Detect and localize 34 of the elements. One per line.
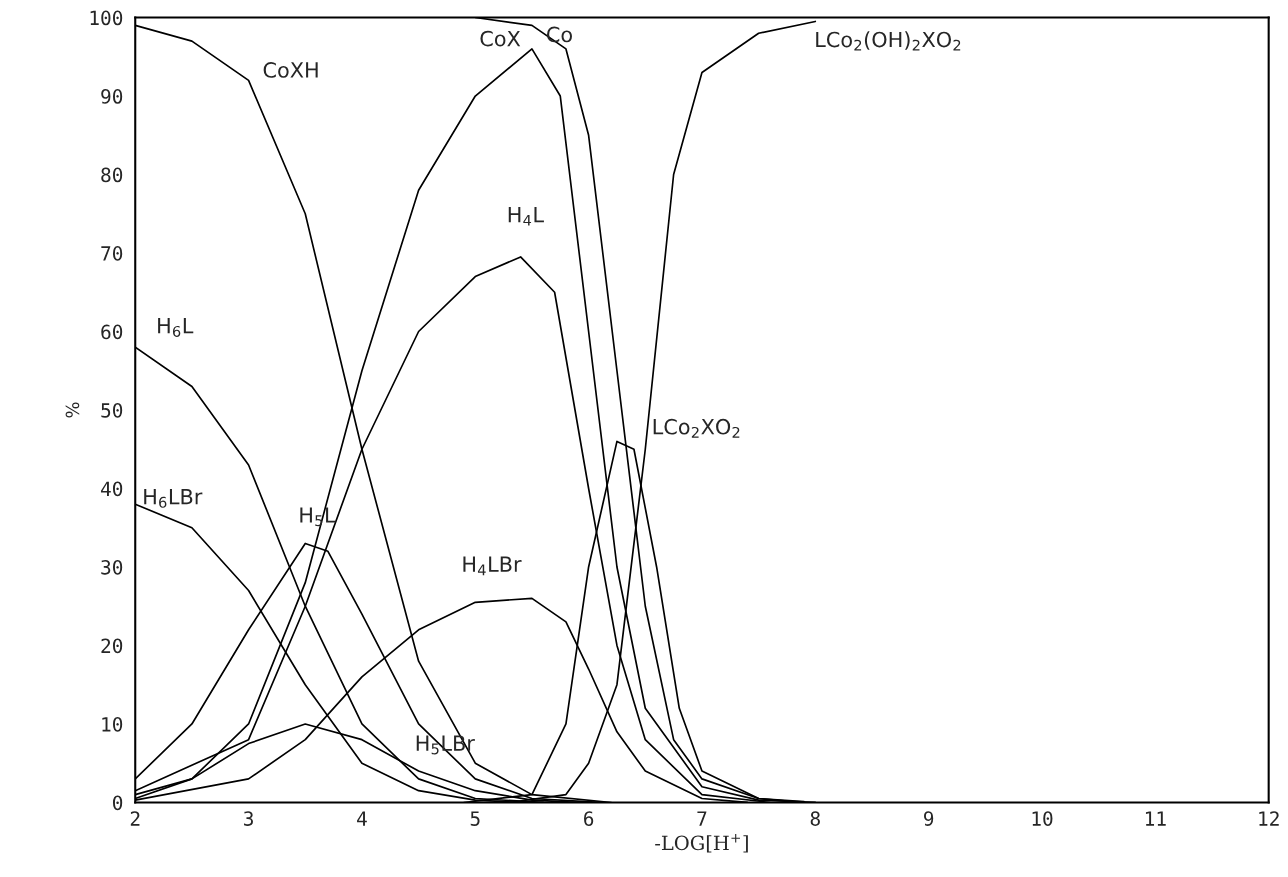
- y-tick-label: 50: [101, 403, 123, 418]
- x-tick-label: 7: [697, 811, 707, 826]
- x-tick-label: 8: [810, 811, 820, 826]
- annotation: H$_{4}$LBr: [463, 556, 522, 576]
- annotation: CoXH: [263, 62, 318, 78]
- x-tick-label: 3: [244, 811, 253, 826]
- x-tick-label: 6: [584, 811, 594, 826]
- annotation: H$_{6}$L: [158, 318, 194, 337]
- y-tick-label: 30: [101, 559, 123, 575]
- x-tick-label: 11: [1145, 811, 1166, 826]
- x-tick-label: 4: [357, 811, 367, 826]
- annotation: H$_{5}$L: [300, 507, 336, 527]
- x-axis-title: -LOG[H$^{+}$]: [655, 833, 748, 853]
- annotation: H$_{6}$LBr: [144, 488, 203, 508]
- annotation: CoX: [480, 30, 521, 47]
- y-axis-title: %: [65, 402, 80, 418]
- y-tick-label: 20: [101, 638, 123, 654]
- y-tick-label: 90: [101, 89, 123, 104]
- annotation: Co: [547, 26, 572, 43]
- x-tick-label: 9: [924, 811, 934, 826]
- y-tick-label: 40: [100, 481, 123, 497]
- annotation: H$_{4}$L: [508, 207, 544, 226]
- x-tick-label: 5: [470, 811, 480, 826]
- annotation: LCo$_{2}$XO$_{2}$: [653, 418, 740, 438]
- x-tick-label: 12: [1259, 811, 1279, 826]
- y-tick-label: 60: [101, 324, 123, 340]
- y-tick-label: 10: [102, 716, 123, 732]
- x-tick-label: 10: [1032, 811, 1053, 826]
- y-tick-label: 100: [90, 10, 123, 26]
- y-tick-label: 0: [112, 795, 123, 811]
- y-tick-label: 80: [101, 167, 123, 183]
- x-tick-label: 2: [130, 811, 140, 826]
- y-tick-label: 70: [101, 246, 123, 261]
- annotation: LCo$_{2}$(OH)$_{2}$XO$_{2}$: [816, 31, 961, 51]
